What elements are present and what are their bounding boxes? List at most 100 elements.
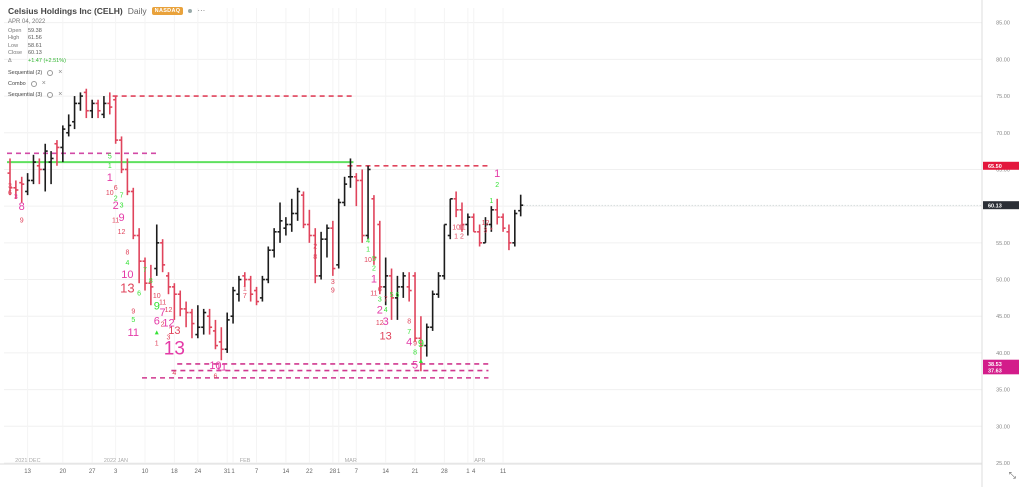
sequential-count-label: 10: [364, 257, 372, 264]
sequential-count-label: 11: [458, 225, 465, 232]
close-icon[interactable]: ×: [58, 69, 63, 77]
sequential-count-label: 1: [155, 341, 159, 348]
price-tag: [983, 201, 1019, 210]
period-label: MAR: [345, 458, 357, 464]
more-options-icon[interactable]: ···: [197, 6, 206, 15]
sequential-count-label: 12: [482, 220, 490, 227]
sequential-count-label: 6: [395, 292, 399, 299]
price-tag: [983, 161, 1019, 170]
x-tick-label: 28: [330, 469, 337, 475]
sequential-count-label: 10: [452, 225, 460, 232]
sequential-count-label: 6: [114, 185, 118, 192]
y-tick-label: 40.00: [996, 351, 1010, 357]
sequential-count-label: 3: [167, 335, 171, 342]
x-tick-label: 14: [382, 469, 389, 475]
sequential-count-label: 8: [313, 254, 317, 261]
period-label: 2022 JAN: [104, 458, 128, 464]
sequential-count-label: 10: [209, 360, 221, 372]
x-tick-label: 18: [171, 469, 178, 475]
sequential-count-label: 3: [484, 228, 488, 235]
sequential-count-label: 4: [384, 307, 388, 314]
x-tick-label: 21: [412, 469, 419, 475]
settings-icon[interactable]: [47, 70, 54, 77]
close-icon[interactable]: ×: [41, 80, 46, 88]
x-tick-label: 10: [142, 469, 149, 475]
chart-legend: Celsius Holdings Inc (CELH) Daily NASDAQ…: [8, 6, 206, 99]
interval-label[interactable]: Daily: [127, 6, 147, 16]
sequential-count-label: 12: [118, 229, 126, 236]
sequential-count-label: 11: [216, 362, 227, 374]
sequential-count-label: 3: [331, 279, 335, 286]
sequential-count-label: 9: [154, 301, 160, 313]
settings-icon[interactable]: [30, 81, 37, 88]
sequential-count-label: 3: [14, 194, 18, 201]
y-tick-label: 30.00: [996, 424, 1010, 430]
price-tag: [983, 359, 1019, 368]
ohlc-close: Close 60.13: [8, 50, 42, 57]
sequential-count-label: 11: [370, 291, 377, 298]
sequential-count-label: 1: [489, 198, 493, 205]
sequential-count-label: 2: [113, 200, 119, 212]
sequential-count-label: 13: [164, 338, 185, 359]
crosshair-toggle-icon[interactable]: ⤡: [1008, 470, 1016, 480]
sequential-count-label: 3: [8, 183, 12, 190]
sequential-count-label: 9: [413, 341, 417, 348]
x-tick-label: 27: [89, 469, 96, 475]
ohlc-values: Open 59.38 High 61.56 Low 58.61 Close 60.13 …: [8, 28, 205, 65]
sequential-count-label: 3: [378, 297, 382, 304]
x-tick-label: 1: [231, 469, 235, 475]
y-tick-label: 25.00: [996, 461, 1010, 467]
sequential-count-label: 6: [8, 190, 12, 197]
sequential-count-label: 1: [494, 168, 500, 180]
sequential-count-label: 12: [376, 320, 384, 327]
sequential-count-label: 7: [143, 267, 147, 274]
indicator-sequential-3[interactable]: Sequential (3) ×: [8, 91, 63, 99]
sequential-count-label: 5: [412, 359, 418, 371]
sequential-count-label: 1: [366, 247, 370, 254]
sequential-count-label: 4: [406, 337, 412, 349]
ohlc-high: High 61.56: [8, 35, 42, 42]
sequential-count-label: 5: [108, 153, 112, 160]
sequential-count-label: 13: [380, 331, 392, 343]
sequential-count-label: 4: [125, 260, 129, 267]
x-tick-label: 7: [355, 469, 359, 475]
sequential-count-label: 4: [172, 370, 176, 377]
indicator-combo[interactable]: Combo ×: [8, 80, 46, 88]
buy-signal-arrow-icon: [154, 330, 159, 335]
sequential-count-label: 11: [128, 327, 139, 339]
settings-icon[interactable]: [47, 92, 54, 99]
sequential-count-label: 7: [160, 307, 166, 319]
y-tick-label: 65.00: [996, 167, 1010, 173]
x-tick-label: 1: [466, 469, 470, 475]
indicator-sequential-2[interactable]: Sequential (2) ×: [8, 69, 63, 77]
sequential-count-label: 2: [460, 233, 464, 240]
sequential-count-label: 7: [384, 297, 388, 304]
x-tick-label: 31: [224, 469, 231, 475]
sequential-count-label: 5: [372, 256, 376, 263]
sequential-count-label: 1: [371, 273, 377, 285]
sequential-count-label: 9: [20, 217, 24, 224]
sequential-count-label: 1: [108, 163, 112, 170]
sequential-count-label: 10: [106, 190, 114, 197]
sequential-count-label: 9: [331, 288, 335, 295]
x-tick-label: 28: [441, 469, 448, 475]
sequential-count-label: 2: [114, 195, 118, 202]
exchange-badge: NASDAQ: [151, 7, 184, 15]
sequential-count-label: 8: [125, 250, 129, 257]
sequential-count-label: 4: [366, 238, 370, 245]
price-tag: [983, 366, 1019, 375]
y-tick-label: 70.00: [996, 131, 1010, 137]
bar-date: APR 04, 2022: [8, 19, 46, 25]
sequential-count-label: 2: [495, 182, 499, 189]
sequential-count-label: 9: [418, 338, 424, 350]
sequential-count-label: 5: [131, 317, 135, 324]
sequential-count-label: 2: [377, 304, 383, 316]
sequential-count-label: 8: [149, 278, 153, 285]
period-label: FEB: [240, 458, 251, 464]
sequential-count-label: 11: [112, 217, 119, 224]
x-tick-label: 11: [500, 469, 507, 475]
close-icon[interactable]: ×: [58, 91, 63, 99]
sequential-count-label: 7: [243, 293, 247, 300]
x-tick-label: 20: [59, 469, 66, 475]
